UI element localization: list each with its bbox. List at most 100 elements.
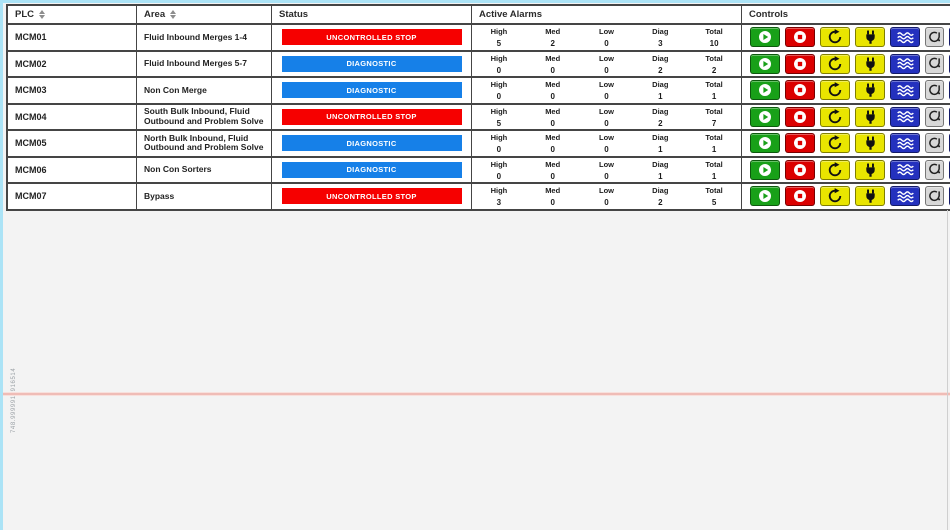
alarm-value: 0 bbox=[496, 92, 502, 101]
status-badge[interactable]: UNCONTROLLED STOP bbox=[281, 108, 462, 125]
alarm-label: Total bbox=[705, 159, 723, 169]
restart-button[interactable] bbox=[820, 53, 850, 74]
refresh-arrow-icon bbox=[827, 188, 843, 204]
stop-button[interactable] bbox=[785, 53, 815, 74]
reset-alert-button[interactable] bbox=[925, 80, 944, 101]
restart-alert-icon bbox=[927, 30, 942, 45]
stop-button[interactable] bbox=[785, 80, 815, 101]
restart-alert-icon bbox=[927, 189, 942, 204]
alarm-stat-med: Med 0 bbox=[526, 184, 580, 209]
plug-icon bbox=[863, 56, 878, 72]
waves-icon bbox=[896, 30, 915, 45]
alarm-label: Med bbox=[545, 159, 561, 169]
refresh-arrow-icon bbox=[827, 82, 843, 98]
restart-alert-icon bbox=[927, 83, 942, 98]
alarm-value: 2 bbox=[658, 65, 663, 75]
waves-button[interactable] bbox=[890, 186, 920, 207]
table-row: MCM02 Fluid Inbound Merges 5-7 DIAGNOSTI… bbox=[8, 51, 950, 78]
power-plug-button[interactable] bbox=[855, 106, 885, 127]
start-button[interactable] bbox=[750, 80, 780, 101]
column-header-plc[interactable]: PLC bbox=[8, 6, 136, 23]
alarm-label: Total bbox=[705, 53, 723, 63]
reset-alert-button[interactable] bbox=[925, 186, 944, 207]
start-button[interactable] bbox=[750, 186, 780, 207]
stop-button[interactable] bbox=[785, 186, 815, 207]
start-button[interactable] bbox=[750, 159, 780, 180]
alarm-stat-total: Total 10 bbox=[687, 25, 741, 50]
restart-button[interactable] bbox=[820, 80, 850, 101]
reset-alert-button[interactable] bbox=[925, 53, 944, 74]
alarm-value: 7 bbox=[711, 118, 717, 128]
stop-button[interactable] bbox=[785, 133, 815, 154]
alarm-label: Diag bbox=[652, 159, 669, 169]
power-plug-button[interactable] bbox=[855, 80, 885, 101]
plug-icon bbox=[863, 82, 878, 98]
status-badge[interactable]: DIAGNOSTIC bbox=[281, 135, 462, 152]
alarms-cell: High 5 Med 0 Low 0 Diag 2 Total 7 bbox=[471, 104, 741, 129]
restart-button[interactable] bbox=[820, 27, 850, 48]
power-plug-button[interactable] bbox=[855, 27, 885, 48]
power-plug-button[interactable] bbox=[855, 186, 885, 207]
column-label-status: Status bbox=[279, 9, 309, 20]
alarm-value: 2 bbox=[711, 65, 717, 75]
alarm-label: Med bbox=[545, 27, 561, 36]
plc-table: PLC Area Status Active Alarms Controls M… bbox=[6, 4, 950, 211]
restart-button[interactable] bbox=[820, 106, 850, 127]
status-badge[interactable]: DIAGNOSTIC bbox=[281, 161, 462, 178]
refresh-arrow-icon bbox=[827, 55, 843, 72]
stop-button[interactable] bbox=[785, 159, 815, 180]
alarm-value: 0 bbox=[550, 65, 555, 75]
restart-button[interactable] bbox=[820, 133, 850, 154]
page-border-left bbox=[0, 0, 3, 530]
power-plug-button[interactable] bbox=[855, 53, 885, 74]
alarm-label: Diag bbox=[652, 27, 669, 36]
alarm-value: 5 bbox=[711, 198, 717, 207]
alarm-label: Low bbox=[598, 80, 614, 89]
table-header: PLC Area Status Active Alarms Controls bbox=[8, 6, 950, 25]
controls-cell bbox=[741, 157, 950, 182]
start-button[interactable] bbox=[750, 106, 780, 127]
reset-alert-button[interactable] bbox=[925, 133, 944, 154]
waves-button[interactable] bbox=[890, 27, 920, 48]
alarm-label: Total bbox=[705, 80, 723, 89]
start-button[interactable] bbox=[750, 133, 780, 154]
status-cell: DIAGNOSTIC bbox=[271, 131, 471, 156]
y-axis-label: 748.9999916916514 bbox=[11, 367, 17, 433]
alarm-value: 0 bbox=[496, 65, 502, 75]
status-cell: UNCONTROLLED STOP bbox=[271, 184, 471, 209]
column-header-area[interactable]: Area bbox=[136, 6, 271, 23]
alarm-stat-med: Med 0 bbox=[526, 52, 580, 77]
plc-cell: MCM02 bbox=[15, 58, 47, 69]
restart-button[interactable] bbox=[820, 159, 850, 180]
waves-button[interactable] bbox=[890, 80, 920, 101]
power-plug-button[interactable] bbox=[855, 159, 885, 180]
controls-cell bbox=[741, 104, 950, 129]
reset-alert-button[interactable] bbox=[925, 106, 944, 127]
status-cell: DIAGNOSTIC bbox=[271, 78, 471, 103]
status-badge[interactable]: DIAGNOSTIC bbox=[281, 55, 462, 72]
reset-alert-button[interactable] bbox=[925, 27, 944, 48]
area-cell: Non Con Sorters bbox=[136, 157, 271, 182]
status-badge[interactable]: UNCONTROLLED STOP bbox=[281, 188, 462, 205]
power-plug-button[interactable] bbox=[855, 133, 885, 154]
restart-button[interactable] bbox=[820, 186, 850, 207]
column-label-plc: PLC bbox=[15, 9, 34, 20]
alarm-stat-high: High 3 bbox=[472, 184, 526, 209]
waves-button[interactable] bbox=[890, 133, 920, 154]
start-button[interactable] bbox=[750, 27, 780, 48]
stop-button[interactable] bbox=[785, 27, 815, 48]
start-button[interactable] bbox=[750, 53, 780, 74]
waves-button[interactable] bbox=[890, 53, 920, 74]
table-row: MCM03 Non Con Merge DIAGNOSTIC High 0 Me… bbox=[8, 78, 950, 105]
column-header-active-alarms: Active Alarms bbox=[471, 6, 741, 23]
alarm-value: 5 bbox=[496, 39, 502, 48]
status-badge[interactable]: DIAGNOSTIC bbox=[281, 82, 462, 99]
reset-alert-button[interactable] bbox=[925, 159, 944, 180]
column-label-controls: Controls bbox=[749, 9, 789, 20]
alarm-stat-diag: Diag 1 bbox=[633, 78, 687, 103]
waves-button[interactable] bbox=[890, 159, 920, 180]
status-badge[interactable]: UNCONTROLLED STOP bbox=[281, 29, 462, 46]
alarm-value: 2 bbox=[658, 118, 663, 128]
stop-button[interactable] bbox=[785, 106, 815, 127]
waves-button[interactable] bbox=[890, 106, 920, 127]
